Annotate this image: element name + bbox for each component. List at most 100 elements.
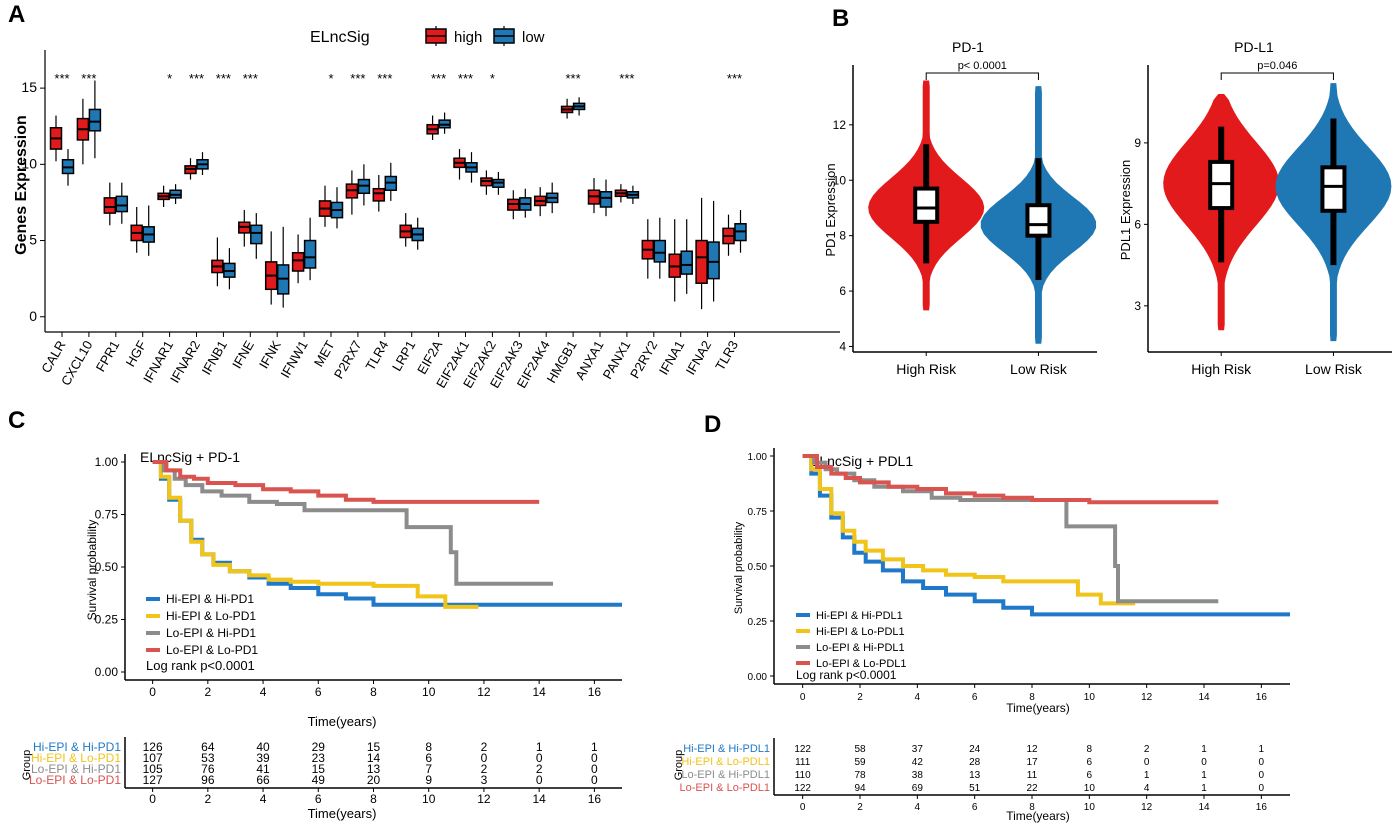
panel-d-logrank: Log rank p<0.0001 <box>796 668 897 682</box>
panel-c-xtick-label: 0 <box>149 685 156 699</box>
panel-d-xtick-label: 0 <box>800 692 806 703</box>
panel-a-xtick-ifna1: IFNA1 <box>656 338 687 377</box>
panel-a-significance-panx1: *** <box>619 71 634 86</box>
panel-d-risk-label-hi-epi-hi-pdl1: Hi-EPI & Hi-PDL1 <box>683 743 770 755</box>
panel-b-pdl1-ytick-label: 3 <box>1134 299 1141 313</box>
panel-c-risk-value: 20 <box>367 773 381 787</box>
panel-a-box-high-tlr4 <box>372 187 386 202</box>
panel-c-ytick-label: 1.00 <box>95 455 119 469</box>
panel-d-risk-value: 17 <box>1026 757 1038 768</box>
panel-c-risk-value: 8 <box>425 740 432 754</box>
panel-c-xtick-label: 8 <box>370 685 377 699</box>
panel-d-risk-value: 1 <box>1201 770 1207 781</box>
panel-d-ytick-label: 0.25 <box>748 617 768 628</box>
panel-b-pd1-ylabel: PD1 Expression <box>823 163 838 256</box>
panel-d-risk-value: 42 <box>912 757 924 768</box>
panel-a-significance-cxcl10: *** <box>81 71 96 86</box>
panel-d-risk-value: 69 <box>912 783 924 794</box>
panel-a-ytick-label: 15 <box>21 79 37 95</box>
panel-a-significance-eif2a: *** <box>431 71 446 86</box>
panel-c-survival: ELncSig + PD-1 Survival probability Time… <box>21 449 622 821</box>
panel-d-risk-value: 1 <box>1259 744 1265 755</box>
panel-c-risk-value: 7 <box>425 762 432 776</box>
panel-a-box-low-ifna1 <box>680 250 693 275</box>
panel-d-ytick-label: 0.00 <box>748 672 768 683</box>
panel-d-risk-value: 0 <box>1259 770 1265 781</box>
panel-d-risk-value: 122 <box>794 783 811 794</box>
panel-a-legend-high-label: high <box>454 29 482 46</box>
panel-d-risk-value: 8 <box>1087 744 1093 755</box>
panel-c-risk-value: 0 <box>536 751 543 765</box>
panel-c-risk-value: 105 <box>143 762 163 776</box>
panel-d-xlabel: Time(years) <box>1006 701 1070 715</box>
panel-a-xtick-ifnb1: IFNB1 <box>199 338 230 377</box>
panel-d-ytick-label: 0.50 <box>748 562 768 573</box>
panel-b-pdl1-box-low-risk <box>1320 165 1347 213</box>
panel-a-significance-ifnar2: *** <box>189 71 204 86</box>
panel-c-risk-value: 0 <box>536 773 543 787</box>
panel-c-risk-value: 41 <box>256 762 270 776</box>
panel-letter-a: A <box>8 1 25 28</box>
panel-a-xtick-tlr3: TLR3 <box>712 338 741 373</box>
panel-c-legend-lo-epi-lo-pd1: Lo-EPI & Lo-PD1 <box>166 643 258 657</box>
panel-c-xtick-label: 6 <box>315 685 322 699</box>
panel-d-risk-value: 51 <box>969 783 981 794</box>
panel-c-ytick-label: 0.25 <box>95 613 119 627</box>
panel-a-xtick-met: MET <box>311 338 338 369</box>
panel-d-curve-hi-epi-lo-pdl1 <box>802 454 1136 606</box>
panel-d-risk-value: 6 <box>1087 757 1093 768</box>
panel-d-risk-value: 10 <box>1084 783 1096 794</box>
panel-c-legend-hi-epi-lo-pd1: Hi-EPI & Lo-PD1 <box>166 609 256 623</box>
panel-d-risk-value: 37 <box>912 744 924 755</box>
panel-d-risk-value: 94 <box>854 783 866 794</box>
panel-c-risk-xtick-label: 12 <box>477 792 491 806</box>
panel-b-pdl1-ylabel: PDL1 Expression <box>1118 160 1133 260</box>
panel-b-pdl1-xtick-low-risk: Low Risk <box>1305 361 1363 377</box>
panel-a-box-low-p2ry2 <box>653 239 667 263</box>
panel-d-xtick-label: 16 <box>1256 692 1268 703</box>
panel-b-pdl1-ytick-label: 6 <box>1134 217 1141 231</box>
panel-a-significance-tlr3: *** <box>727 71 742 86</box>
panel-d-risk-xtick-label: 0 <box>800 802 806 813</box>
panel-d-xtick-label: 12 <box>1141 692 1153 703</box>
panel-c-risk-value: 0 <box>591 751 598 765</box>
panel-c-risk-value: 40 <box>256 740 270 754</box>
panel-b-pd1-xtick-high-risk: High Risk <box>896 361 957 377</box>
panel-c-risk-value: 29 <box>312 740 326 754</box>
panel-a-ylabel: Genes Expression <box>13 115 30 255</box>
panel-letter-b: B <box>832 5 849 32</box>
panel-a-legend-high: high <box>425 26 482 46</box>
panel-b-pd1-ytick-label: 6 <box>839 284 846 298</box>
panel-b-pd1-box-low-risk <box>1025 203 1052 238</box>
panel-c-xlabel: Time(years) <box>308 714 377 729</box>
panel-a-box-low-anxa1 <box>599 191 613 208</box>
panel-d-legend-lo-epi-hi-pdl1: Lo-EPI & Hi-PDL1 <box>816 642 905 654</box>
panel-d-risk-value: 4 <box>1144 783 1150 794</box>
panel-c-risk-value: 0 <box>591 762 598 776</box>
panel-d-risk-label-hi-epi-lo-pdl1: Hi-EPI & Lo-PDL1 <box>681 756 770 768</box>
panel-c-xtick-label: 16 <box>588 685 602 699</box>
panel-a-xtick-ifna2: IFNA2 <box>683 338 714 377</box>
panel-c-risk-value: 6 <box>425 751 432 765</box>
panel-d-risk-value: 1 <box>1201 744 1207 755</box>
panel-letter-d: D <box>704 411 721 438</box>
panel-c-ytick-label: 0.75 <box>95 508 119 522</box>
panel-b-pd1-title: PD-1 <box>952 39 984 55</box>
panel-a-legend-title: ELncSig <box>310 29 370 46</box>
panel-c-xtick-label: 4 <box>260 685 267 699</box>
panel-d-survival: ELncSig + PDL1 Survival probability Time… <box>673 448 1290 823</box>
panel-c-risk-xtick-label: 10 <box>422 792 436 806</box>
panel-a-box-low-ifnw1 <box>303 239 317 269</box>
panel-a-significance-tlr4: *** <box>377 71 392 86</box>
panel-d-xtick-label: 8 <box>1029 692 1035 703</box>
panel-c-risk-value: 66 <box>256 773 270 787</box>
panel-c-risk-value: 15 <box>367 740 381 754</box>
panel-d-risk-value: 111 <box>795 757 811 768</box>
panel-a-legend-low-label: low <box>522 29 545 46</box>
panel-c-ylabel: Survival probability <box>85 520 99 621</box>
panel-c-risk-value: 0 <box>591 773 598 787</box>
panel-c-xtick-label: 14 <box>532 685 546 699</box>
panel-c-ytick-label: 0.00 <box>95 665 119 679</box>
panel-c-risk-label-hi-epi-lo-pd1: Hi-EPI & Lo-PD1 <box>31 751 121 765</box>
